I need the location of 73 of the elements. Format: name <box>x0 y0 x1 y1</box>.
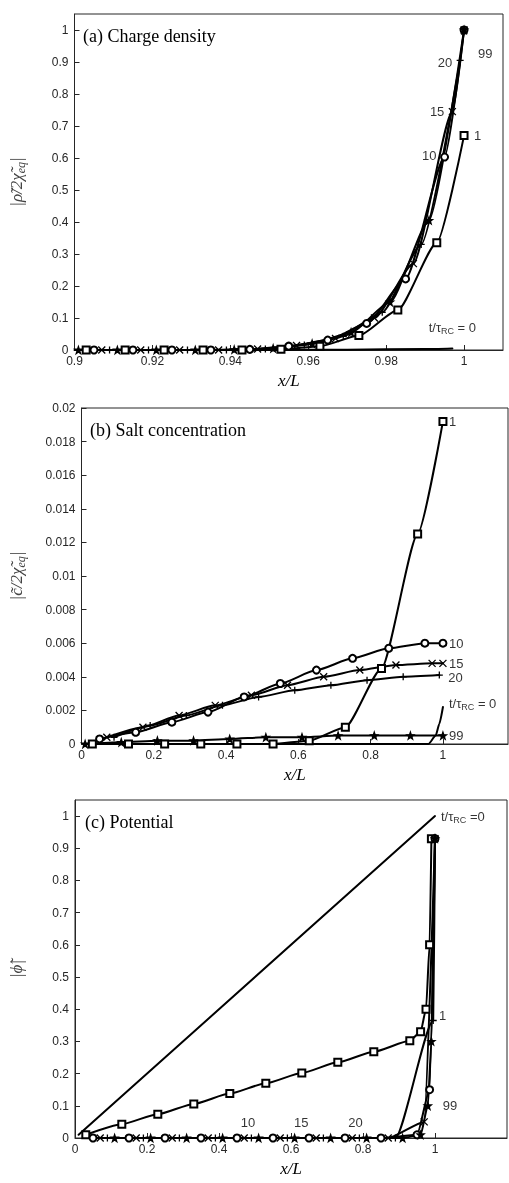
annotation: 15 <box>429 104 445 120</box>
x-tick-label: 0.8 <box>354 1142 372 1156</box>
x-tick-label: 0.2 <box>145 748 163 762</box>
y-tick-label: 0.2 <box>51 279 69 293</box>
y-axis-title: |ρ̃/2χ̃eq| <box>7 157 28 207</box>
annotation: 20 <box>448 669 463 685</box>
y-tick-label: 0.018 <box>45 434 76 449</box>
y-tick-label: 0.7 <box>51 119 69 133</box>
annotation: 20 <box>437 54 453 70</box>
y-tick-label: 0.5 <box>52 970 70 985</box>
annotation: 1 <box>474 128 482 144</box>
y-tick-label: 0.3 <box>52 1034 70 1049</box>
y-tick-label: 0.8 <box>51 87 69 101</box>
y-tick-label: 0.1 <box>52 1098 70 1113</box>
annotation: 15 <box>293 1114 309 1130</box>
y-tick-label: 0.6 <box>51 151 69 165</box>
y-tick-label: 0.2 <box>52 1066 70 1081</box>
y-tick-label: 0 <box>68 737 76 751</box>
x-tick-label: 0 <box>78 748 86 762</box>
x-tick-label: 0.92 <box>140 354 165 368</box>
y-tick-label: 0.008 <box>45 602 76 617</box>
y-tick-label: 0.016 <box>45 468 76 483</box>
y-axis-title: |ϕ̃| <box>7 957 26 979</box>
x-tick-label: 0.4 <box>217 748 235 762</box>
y-tick-label: 0.9 <box>52 841 70 856</box>
annotation: 10 <box>448 635 464 651</box>
annotation: 99 <box>442 1098 458 1114</box>
y-tick-label: 0.02 <box>52 401 76 415</box>
y-tick-label: 0.004 <box>45 669 76 684</box>
y-tick-label: 0.012 <box>45 535 76 550</box>
x-tick-label: 0.94 <box>218 354 243 368</box>
y-tick-label: 0.9 <box>51 55 69 69</box>
annotation: 99 <box>478 45 493 61</box>
x-tick-label: 0.8 <box>362 748 380 762</box>
y-tick-label: 0.7 <box>52 905 70 920</box>
y-tick-label: 0.8 <box>52 873 70 888</box>
x-tick-label: 1 <box>431 1142 439 1156</box>
x-tick-label: 0.98 <box>374 354 399 368</box>
text: (a) Charge density <box>83 26 216 47</box>
y-axis-title: |c̃/2χ̃eq| <box>7 551 28 601</box>
y-tick-label: 0 <box>62 1131 70 1145</box>
x-tick-label: 1 <box>439 748 447 762</box>
x-axis-title: x/L <box>282 765 306 784</box>
y-tick-label: 0 <box>61 343 69 357</box>
annotation: 10 <box>422 147 437 163</box>
x-tick-label: 0.96 <box>296 354 321 368</box>
y-tick-label: 0.1 <box>51 311 69 325</box>
annotation: 99 <box>448 728 464 744</box>
y-tick-label: 0.01 <box>52 569 76 583</box>
text: (b) Salt concentration <box>90 420 246 441</box>
y-tick-label: 1 <box>61 23 69 37</box>
annotation: 10 <box>240 1114 256 1130</box>
y-tick-label: 0.6 <box>52 937 70 952</box>
y-tick-label: 1 <box>62 809 70 824</box>
annotation: 20 <box>348 1114 363 1130</box>
annotation: 15 <box>448 655 464 671</box>
x-axis-title: x/L <box>276 371 300 390</box>
annotation: 1 <box>439 1007 447 1023</box>
x-tick-label: 0.4 <box>210 1142 228 1156</box>
y-tick-label: 0.4 <box>52 1002 70 1017</box>
x-tick-label: 0.6 <box>290 748 308 762</box>
x-tick-label: 1 <box>460 354 468 368</box>
x-tick-label: 0.2 <box>138 1142 156 1156</box>
y-tick-label: 0.4 <box>51 215 69 229</box>
y-tick-label: 0.014 <box>45 501 76 516</box>
y-tick-label: 0.5 <box>51 183 69 197</box>
x-axis-title: x/L <box>279 1159 302 1178</box>
y-tick-label: 0.002 <box>45 703 76 718</box>
annotation: 1 <box>448 413 457 429</box>
text: (c) Potential <box>85 812 174 833</box>
y-tick-label: 0.006 <box>45 636 76 651</box>
x-tick-label: 0.6 <box>282 1142 300 1156</box>
y-tick-label: 0.3 <box>51 247 69 261</box>
